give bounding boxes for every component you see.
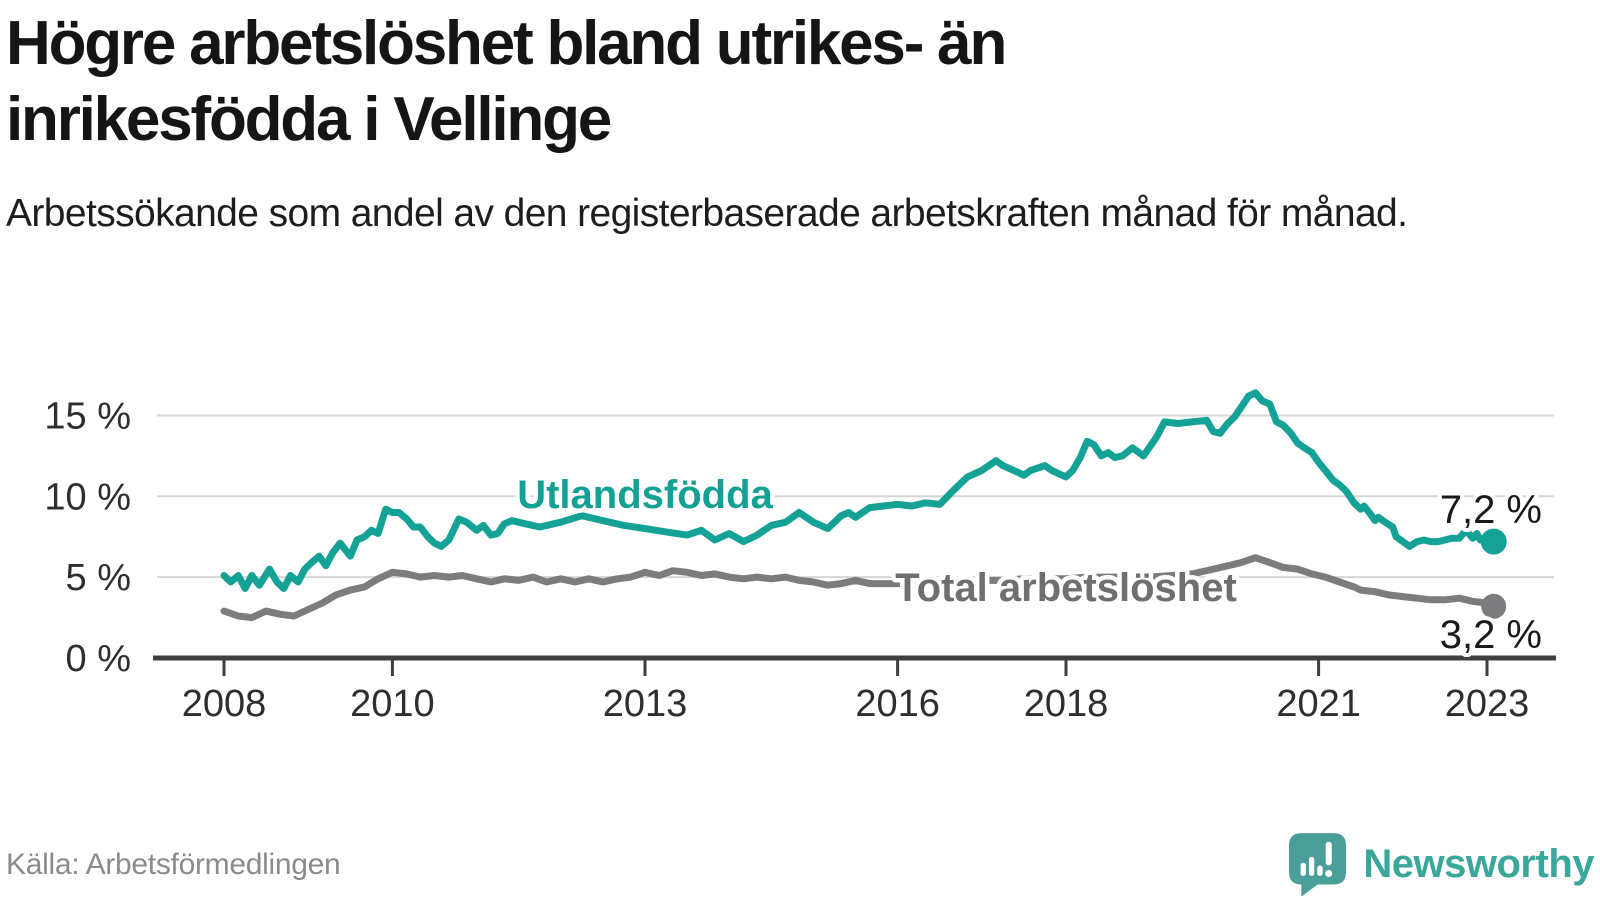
y-tick-label: 0 %	[66, 638, 131, 680]
series-label-total-arbetsloshet: Total arbetslöshet	[895, 566, 1237, 610]
x-tick-label: 2023	[1445, 683, 1530, 725]
x-axis: 2008 2010 2013 2016 2018 2021 2023	[153, 655, 1556, 725]
gridlines	[157, 414, 1554, 579]
y-tick-label: 5 %	[66, 557, 131, 599]
page-title: Högre arbetslöshet bland utrikes- än inr…	[6, 9, 1007, 154]
series-end-dot-utlandsfodda	[1480, 528, 1507, 555]
newsworthy-wordmark: Newsworthy	[1363, 842, 1594, 886]
x-tick-label: 2016	[855, 683, 940, 725]
newsworthy-logo-icon	[1289, 833, 1347, 896]
x-tick-label: 2013	[603, 683, 688, 725]
x-tick-label: 2008	[182, 683, 267, 725]
series-label-utlandsfodda: Utlandsfödda	[517, 473, 773, 517]
source-note: Källa: Arbetsförmedlingen	[6, 848, 341, 881]
branding: Newsworthy	[1289, 833, 1594, 896]
x-tick-label: 2010	[350, 683, 435, 725]
end-value-label-utlandsfodda: 7,2 %	[1440, 488, 1542, 532]
end-value-label-total-arbetsloshet: 3,2 %	[1440, 613, 1542, 657]
x-tick-label: 2021	[1276, 683, 1361, 725]
series-line-utlandsfodda	[220, 389, 1498, 592]
y-tick-label: 10 %	[44, 476, 131, 518]
series-line-total-arbetsloshet	[220, 554, 1498, 622]
series-end-dot-total-arbetsloshet	[1481, 593, 1507, 619]
y-tick-label: 15 %	[44, 395, 131, 437]
page-subtitle: Arbetssökande som andel av den registerb…	[6, 192, 1408, 235]
y-axis-labels: 0 % 5 % 10 % 15 %	[44, 395, 131, 680]
x-tick-label: 2018	[1024, 683, 1109, 725]
